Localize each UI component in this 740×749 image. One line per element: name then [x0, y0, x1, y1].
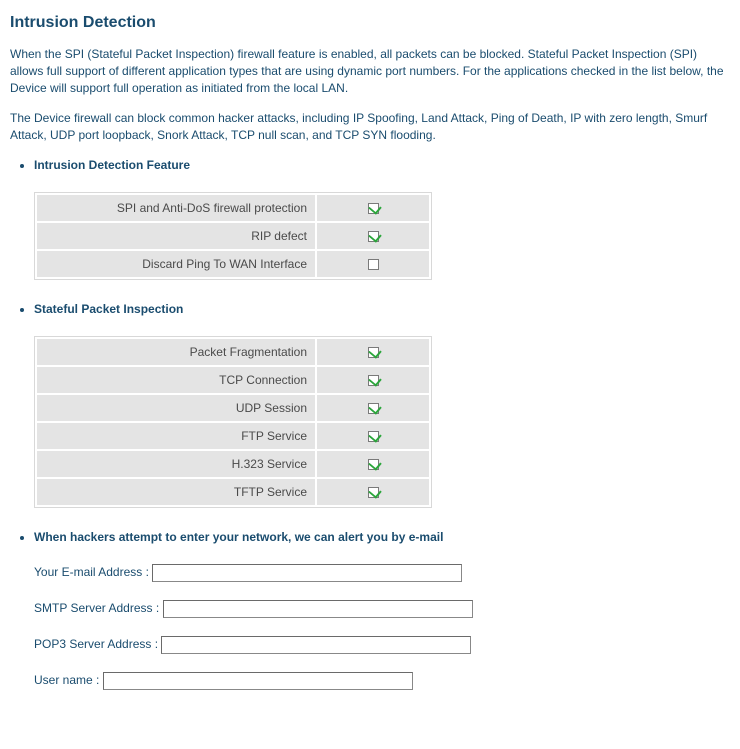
email-address-label: Your E-mail Address :: [34, 565, 149, 579]
intrusion-feature-table: SPI and Anti-DoS firewall protection RIP…: [34, 192, 432, 280]
checkbox-spi-antidos[interactable]: [368, 203, 379, 214]
page-title: Intrusion Detection: [10, 14, 730, 32]
section-heading-intrusion: Intrusion Detection Feature: [34, 158, 730, 172]
table-row: TFTP Service: [37, 479, 429, 505]
checkbox-discard-ping-wan[interactable]: [368, 259, 379, 270]
section-heading-spi: Stateful Packet Inspection: [34, 302, 730, 316]
row-label: TCP Connection: [37, 367, 315, 393]
table-row: UDP Session: [37, 395, 429, 421]
row-label: TFTP Service: [37, 479, 315, 505]
table-row: Discard Ping To WAN Interface: [37, 251, 429, 277]
row-label: RIP defect: [37, 223, 315, 249]
checkbox-rip-defect[interactable]: [368, 231, 379, 242]
smtp-server-input[interactable]: [163, 600, 473, 618]
table-row: H.323 Service: [37, 451, 429, 477]
user-name-label: User name :: [34, 673, 99, 687]
table-row: RIP defect: [37, 223, 429, 249]
table-row: SPI and Anti-DoS firewall protection: [37, 195, 429, 221]
pop3-server-label: POP3 Server Address :: [34, 637, 158, 651]
section-heading-email-alert: When hackers attempt to enter your netwo…: [34, 530, 730, 544]
checkbox-tcp-connection[interactable]: [368, 375, 379, 386]
intro-paragraph-1: When the SPI (Stateful Packet Inspection…: [10, 46, 730, 96]
row-label: Packet Fragmentation: [37, 339, 315, 365]
checkbox-ftp-service[interactable]: [368, 431, 379, 442]
checkbox-udp-session[interactable]: [368, 403, 379, 414]
checkbox-packet-fragmentation[interactable]: [368, 347, 379, 358]
row-label: H.323 Service: [37, 451, 315, 477]
pop3-server-input[interactable]: [161, 636, 471, 654]
table-row: Packet Fragmentation: [37, 339, 429, 365]
row-label: UDP Session: [37, 395, 315, 421]
table-row: TCP Connection: [37, 367, 429, 393]
intro-paragraph-2: The Device firewall can block common hac…: [10, 110, 730, 144]
row-label: SPI and Anti-DoS firewall protection: [37, 195, 315, 221]
checkbox-tftp-service[interactable]: [368, 487, 379, 498]
user-name-input[interactable]: [103, 672, 413, 690]
spi-table: Packet Fragmentation TCP Connection UDP …: [34, 336, 432, 508]
email-address-input[interactable]: [152, 564, 462, 582]
smtp-server-label: SMTP Server Address :: [34, 601, 159, 615]
checkbox-h323-service[interactable]: [368, 459, 379, 470]
table-row: FTP Service: [37, 423, 429, 449]
row-label: FTP Service: [37, 423, 315, 449]
row-label: Discard Ping To WAN Interface: [37, 251, 315, 277]
